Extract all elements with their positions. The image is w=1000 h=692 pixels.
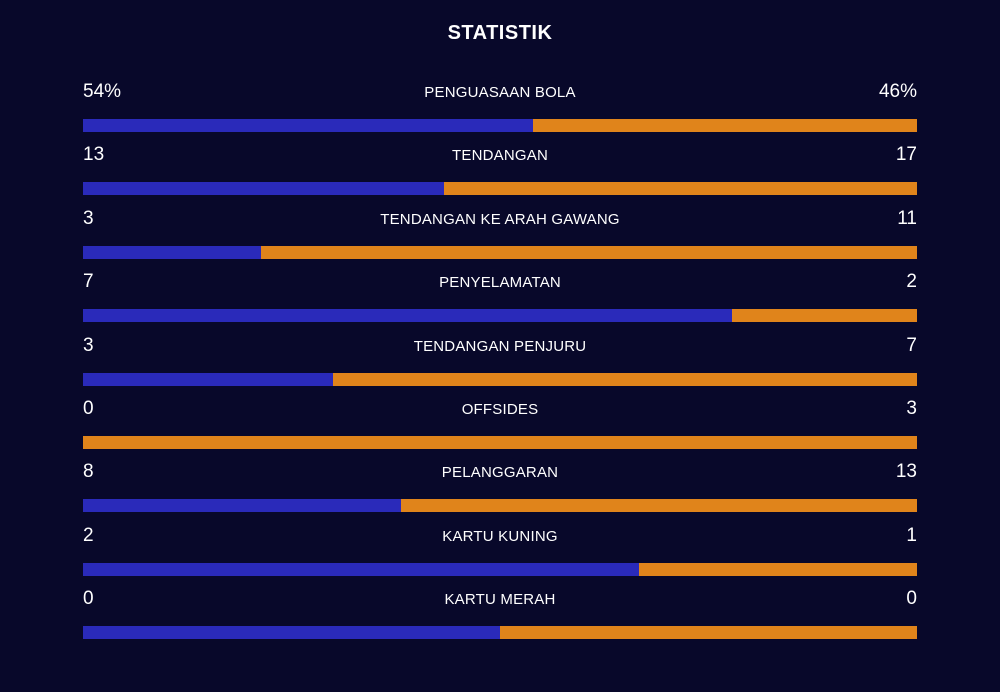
home-bar-fill [83, 182, 445, 196]
comparison-bar [83, 562, 917, 576]
stat-label: TENDANGAN [452, 147, 548, 165]
home-bar-fill [83, 372, 334, 386]
stat-label: PELANGGARAN [441, 464, 559, 482]
comparison-bar [83, 435, 917, 449]
away-value: 17 [895, 144, 917, 166]
stat-label: PENYELAMATAN [439, 274, 561, 292]
stat-row-yellow-cards: 2 KARTU KUNING 1 [83, 522, 917, 585]
stat-label: TENDANGAN PENJURU [413, 337, 587, 355]
away-value: 2 [906, 271, 917, 293]
comparison-bar [83, 309, 917, 323]
stat-label: OFFSIDES [461, 400, 539, 418]
comparison-bar [83, 245, 917, 259]
home-bar-fill [83, 499, 401, 513]
comparison-bar [83, 372, 917, 386]
home-value: 3 [83, 207, 94, 229]
away-value: 11 [897, 207, 917, 229]
stat-row-shots: 13 TENDANGAN 17 [83, 141, 917, 204]
stat-row-offsides: 0 OFFSIDES 3 [83, 395, 917, 458]
home-bar-fill [83, 119, 534, 132]
home-value: 3 [83, 334, 94, 356]
comparison-bar [83, 499, 917, 513]
away-value: 46% [878, 81, 917, 102]
stat-label: KARTU KUNING [442, 527, 558, 545]
home-value: 8 [83, 461, 94, 483]
stat-row-fouls: 8 PELANGGARAN 13 [83, 458, 917, 521]
stat-row-red-cards: 0 KARTU MERAH 0 [83, 585, 917, 648]
stat-label: PENGUASAAN BOLA [424, 84, 576, 101]
away-value: 0 [906, 588, 917, 610]
home-value: 13 [83, 144, 105, 166]
stat-row-shots-on-target: 3 TENDANGAN KE ARAH GAWANG 11 [83, 205, 917, 268]
home-value: 2 [83, 524, 94, 546]
statistics-title: STATISTIK [447, 22, 553, 44]
away-value: 1 [906, 524, 917, 546]
home-value: 7 [83, 271, 94, 293]
stat-row-corners: 3 TENDANGAN PENJURU 7 [83, 332, 917, 395]
comparison-bar [83, 626, 917, 640]
comparison-bar [83, 182, 917, 196]
home-bar-fill [83, 309, 732, 323]
stat-row-saves: 7 PENYELAMATAN 2 [83, 268, 917, 331]
home-value: 0 [83, 397, 94, 419]
stat-label: KARTU MERAH [444, 591, 556, 609]
home-value: 54% [83, 81, 122, 102]
away-value: 7 [906, 334, 917, 356]
home-value: 0 [83, 588, 94, 610]
home-bar-fill [83, 626, 500, 640]
stat-row-possession: 54% PENGUASAAN BOLA 46% [83, 78, 917, 141]
stat-label: TENDANGAN KE ARAH GAWANG [380, 210, 620, 228]
stats-list: 54% PENGUASAAN BOLA 46% 13 TENDANGAN 1 7 … [83, 78, 917, 649]
away-value: 13 [895, 461, 917, 483]
comparison-bar [83, 119, 917, 132]
home-bar-fill [83, 562, 640, 576]
away-value: 3 [906, 397, 917, 419]
home-bar-fill [83, 245, 262, 259]
